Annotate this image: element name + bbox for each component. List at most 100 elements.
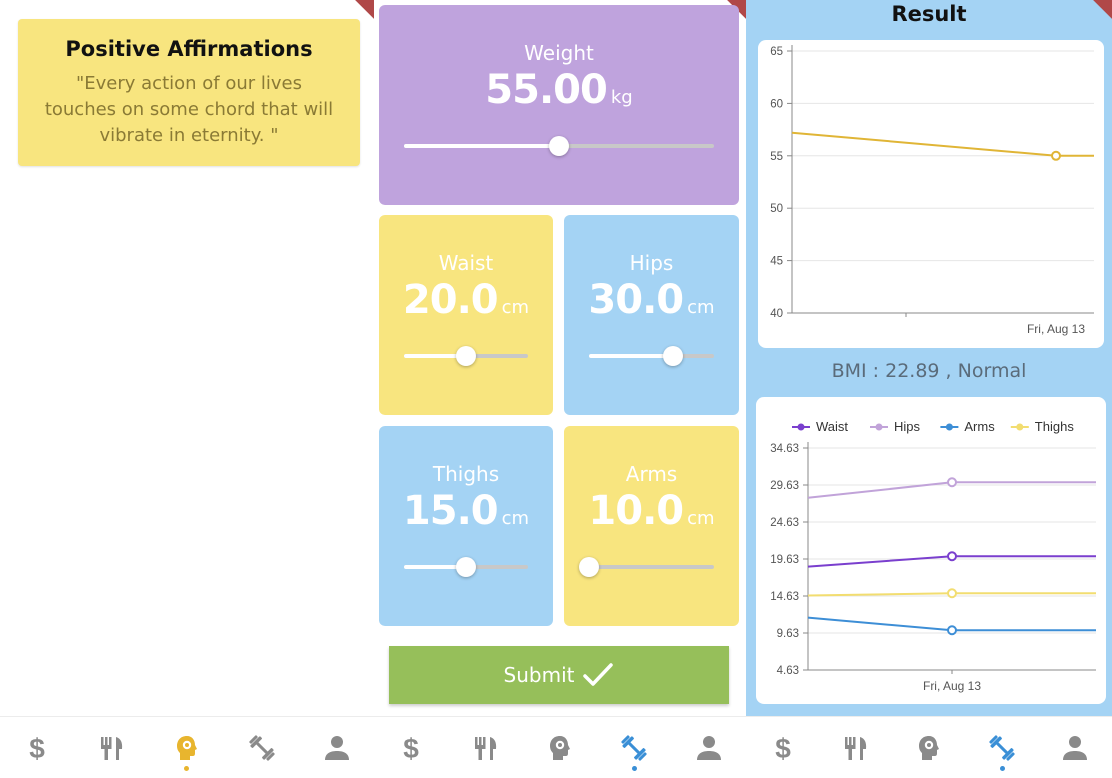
- person-icon: [324, 735, 349, 760]
- waist-card: Waist 20.0 cm: [379, 215, 553, 415]
- svg-text:$: $: [775, 733, 791, 763]
- nav-mind[interactable]: [907, 726, 951, 770]
- series-line-weight: [791, 131, 1094, 157]
- measurements-screen: Weight 55.00 kg Waist 20.0 cm Hips 30.0 cm: [374, 0, 746, 778]
- thighs-slider[interactable]: [404, 557, 528, 577]
- nav-food[interactable]: [834, 726, 878, 770]
- nav-profile[interactable]: [687, 726, 731, 770]
- x-tick-label: Fri, Aug 13: [1027, 322, 1085, 336]
- weight-label: Weight: [524, 41, 594, 65]
- submit-label: Submit: [503, 663, 575, 687]
- waist-label: Waist: [438, 251, 494, 275]
- svg-text:$: $: [30, 733, 46, 763]
- weight-chart: 65 60 55 50 45 40 Fri, Aug 13: [770, 45, 1094, 336]
- y-tick-label: 55: [770, 151, 783, 163]
- arms-value: 10.0: [588, 488, 684, 534]
- svg-text:$: $: [403, 733, 419, 763]
- bottom-nav: $: [374, 716, 746, 778]
- nav-profile[interactable]: [315, 726, 359, 770]
- nav-food[interactable]: [90, 726, 134, 770]
- nav-fitness[interactable]: [240, 726, 284, 770]
- dollar-icon: $: [403, 733, 419, 763]
- data-point-weight: [1051, 150, 1061, 161]
- legend-label: Thighs: [1035, 419, 1075, 434]
- nav-finance[interactable]: $: [389, 726, 433, 770]
- legend-marker: [1016, 423, 1024, 431]
- brain-gear-icon: [176, 735, 197, 760]
- nav-finance[interactable]: $: [15, 726, 59, 770]
- affirmation-quote: "Every action of our lives touches on so…: [44, 73, 334, 146]
- bottom-nav: $: [746, 716, 1112, 778]
- legend-marker: [945, 423, 953, 431]
- thighs-label: Thighs: [432, 462, 500, 486]
- fork-knife-icon: [844, 736, 866, 760]
- waist-value: 20.0: [402, 277, 499, 323]
- dumbbell-icon: [989, 734, 1015, 761]
- brain-gear-icon: [549, 735, 570, 760]
- slider-thumb[interactable]: [549, 136, 569, 156]
- active-indicator-dot: [631, 765, 637, 771]
- legend-label: Hips: [894, 419, 921, 434]
- y-tick-label: 65: [770, 46, 783, 58]
- slider-thumb[interactable]: [456, 557, 476, 577]
- weight-slider[interactable]: [404, 136, 714, 156]
- legend-item-waist: Waist: [792, 419, 848, 434]
- slider-fill: [404, 565, 466, 569]
- data-point-arms: [947, 625, 957, 636]
- nav-food[interactable]: [464, 726, 508, 770]
- slider-fill: [589, 354, 673, 358]
- checkmark-icon: [583, 663, 614, 686]
- hips-label: Hips: [629, 251, 674, 275]
- nav-mind[interactable]: [538, 726, 582, 770]
- slider-thumb[interactable]: [579, 557, 599, 577]
- legend-marker: [797, 423, 805, 431]
- fork-knife-icon: [101, 736, 123, 760]
- dumbbell-icon: [621, 734, 648, 761]
- slider-fill: [404, 144, 559, 148]
- submit-button[interactable]: Submit: [389, 646, 729, 704]
- arms-slider[interactable]: [579, 557, 714, 577]
- legend-marker: [875, 423, 883, 431]
- y-tick-label: 9.63: [777, 628, 799, 640]
- legend-item-arms: Arms: [940, 419, 995, 434]
- y-tick-label: 4.63: [777, 665, 799, 677]
- legend-item-thighs: Thighs: [1010, 419, 1075, 434]
- arms-label: Arms: [625, 462, 678, 486]
- affirmation-title: Positive Affirmations: [65, 37, 313, 61]
- brain-gear-icon: [918, 735, 939, 760]
- person-icon: [696, 735, 721, 760]
- nav-mind[interactable]: [165, 726, 209, 771]
- affirmations-screen: Positive Affirmations "Every action of o…: [0, 0, 374, 778]
- weight-unit: kg: [610, 87, 633, 108]
- nav-fitness[interactable]: [980, 726, 1024, 771]
- active-indicator-dot: [999, 765, 1005, 771]
- bottom-nav: $: [0, 716, 374, 778]
- nav-profile[interactable]: [1053, 726, 1097, 770]
- y-tick-label: 14.63: [770, 591, 799, 603]
- x-tick-label: Fri, Aug 13: [923, 679, 981, 693]
- active-indicator-dot: [184, 765, 190, 771]
- hips-slider[interactable]: [589, 346, 714, 366]
- waist-slider[interactable]: [404, 346, 528, 366]
- y-tick-label: 40: [770, 308, 783, 320]
- nav-finance[interactable]: $: [761, 726, 805, 770]
- y-tick-label: 50: [770, 203, 783, 215]
- weight-card: Weight 55.00 kg: [379, 5, 739, 205]
- hips-value: 30.0: [588, 277, 684, 323]
- y-tick-label: 45: [770, 256, 783, 268]
- measurements-chart-card: 34.63 29.63 24.63 19.63 14.63 9.63 4.63 Fri, Au…: [756, 397, 1106, 704]
- slider-thumb[interactable]: [456, 346, 476, 366]
- y-tick-label: 60: [770, 98, 783, 110]
- result-title: Result: [891, 2, 967, 26]
- nav-fitness[interactable]: [612, 726, 656, 771]
- person-icon: [1063, 735, 1088, 760]
- weight-chart-card: 65 60 55 50 45 40 Fri, Aug 13: [758, 40, 1104, 348]
- data-point-hips: [947, 477, 957, 488]
- fork-knife-icon: [474, 736, 496, 760]
- slider-thumb[interactable]: [662, 346, 683, 366]
- thighs-unit: cm: [501, 508, 530, 529]
- y-tick-label: 19.63: [770, 554, 799, 566]
- y-tick-label: 34.63: [770, 443, 799, 455]
- weight-value: 55.00: [485, 67, 608, 113]
- legend-label: Arms: [964, 419, 995, 434]
